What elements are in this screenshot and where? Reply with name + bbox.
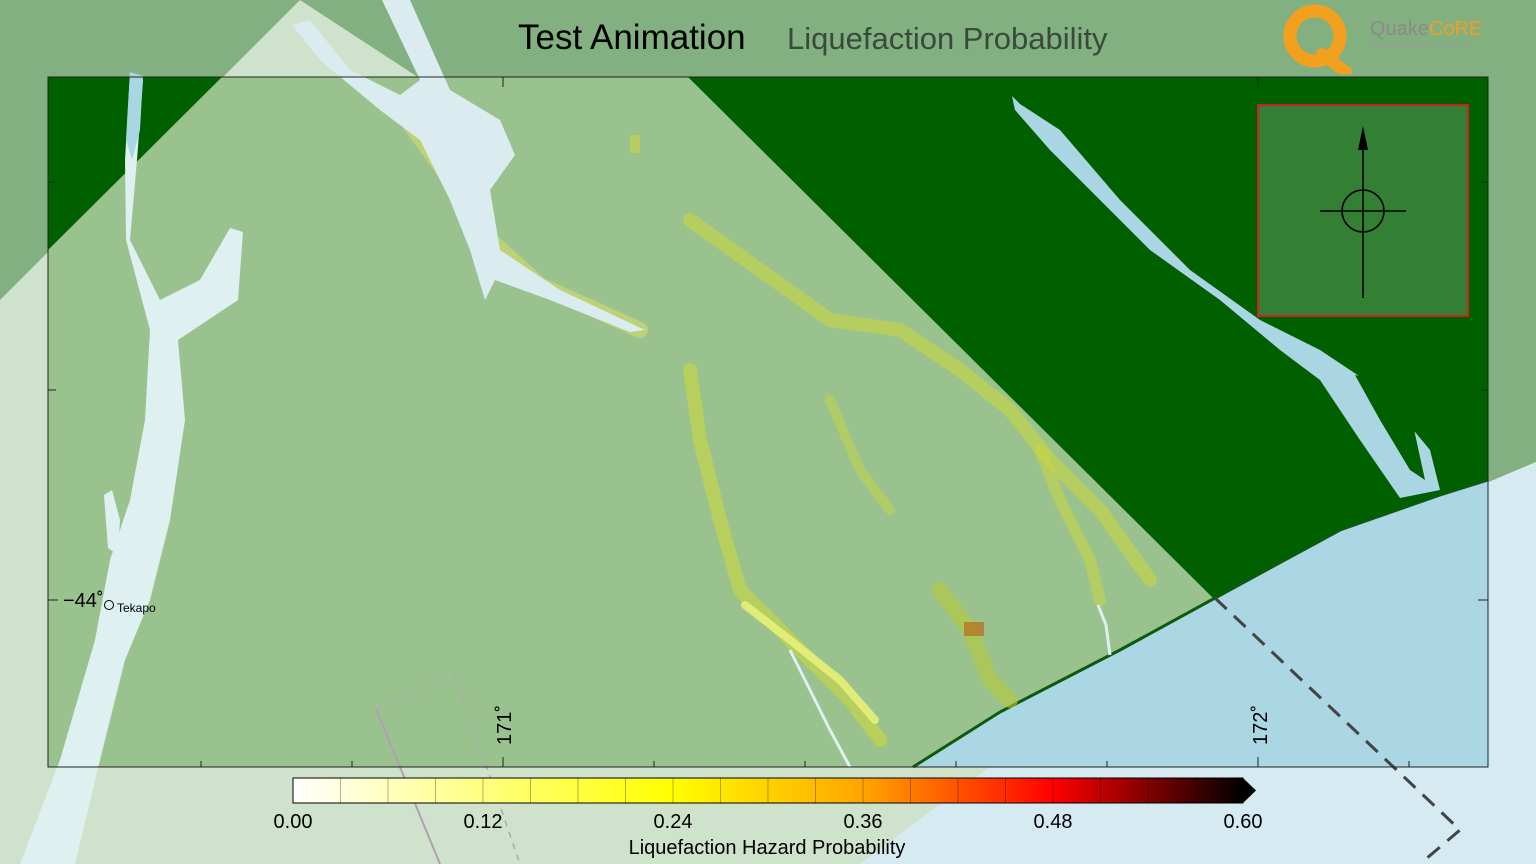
town-marker-icon — [104, 600, 114, 610]
lat-tick-label: −44˚ — [63, 590, 104, 612]
colorbar-tick-label: 0.48 — [1033, 811, 1073, 833]
river-south — [788, 649, 852, 768]
inset-compass-box — [1257, 104, 1469, 317]
colorbar-tick-label: 0.36 — [843, 811, 883, 833]
page-title: Test Animation — [518, 18, 746, 57]
logo-wordmark: QuakeCoRE — [1370, 18, 1483, 40]
quakecore-logo-icon — [1283, 4, 1352, 74]
river-coastal — [1096, 604, 1112, 656]
compass-circle-icon — [1341, 189, 1385, 233]
colorbar-tick-label: 0.24 — [653, 811, 693, 833]
colorbar-title: Liquefaction Hazard Probability — [628, 837, 906, 859]
domain-overlay — [48, 77, 1213, 767]
logo-tagline: NZ Centre for Earthquake Resilience — [1370, 43, 1469, 49]
town-label: Tekapo — [117, 601, 156, 615]
page-subtitle: Liquefaction Probability — [787, 21, 1108, 56]
colorbar — [292, 777, 1256, 804]
lakes-and-rivers — [20, 0, 1440, 864]
rakaia-river — [1012, 96, 1440, 498]
colorbar-tick-label: 0.60 — [1223, 811, 1263, 833]
map-frame — [48, 77, 1489, 769]
colorbar-tick-label: 0.00 — [273, 811, 313, 833]
colorbar-minor-ticks — [340, 778, 1196, 803]
map-border — [47, 76, 1489, 768]
lon-tick-label-171: 171˚ — [494, 704, 516, 745]
map-ticks — [48, 77, 1488, 767]
lon-tick-label-172: 172˚ — [1250, 704, 1272, 745]
lake-tekapo-north — [126, 72, 143, 160]
north-arrow-icon — [1358, 126, 1368, 150]
lake-pukaki-west — [104, 490, 120, 555]
rakaia-river-braid — [1355, 375, 1425, 480]
colorbar-overflow-arrow-icon — [1243, 778, 1256, 803]
lake-coleridge — [292, 0, 645, 332]
colorbar-tick-label: 0.12 — [463, 811, 503, 833]
ocean — [913, 480, 1488, 767]
